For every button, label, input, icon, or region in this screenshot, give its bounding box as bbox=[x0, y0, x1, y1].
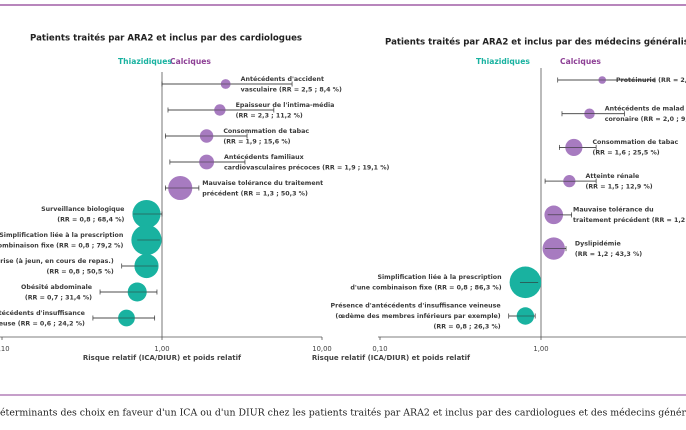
point-label: Simplification liée à la prescription bbox=[0, 231, 123, 239]
point-label: (RR = 1,9 ; 15,6 %) bbox=[223, 138, 290, 145]
point-label: (RR = 1,6 ; 25,5 %) bbox=[592, 150, 659, 157]
point-label: (œdème des membres inférieurs par exempl… bbox=[335, 312, 500, 320]
point-label: (RR = 0,7 ; 31,4 %) bbox=[25, 294, 92, 301]
point-label: Epaisseur de l'intima-média bbox=[236, 101, 335, 109]
point-label: d'antécédents d'insuffisance bbox=[0, 309, 85, 317]
point-label: d'une combinaison fixe (RR = 0,8 ; 79,2 … bbox=[0, 242, 123, 249]
point-label: Consommation de tabac bbox=[223, 128, 309, 135]
point-label: Mauvaise tolérance du bbox=[573, 206, 654, 214]
x-tick-label: 0,10 bbox=[372, 345, 387, 353]
point-label: vasculaire (RR = 2,5 ; 8,4 %) bbox=[241, 86, 342, 93]
point-label: Protéinurie (RR = 2,4 bbox=[616, 76, 686, 84]
point-label: veineuse (RR = 0,6 ; 24,2 %) bbox=[0, 320, 85, 327]
legend-header: Calciques bbox=[560, 57, 601, 66]
point-label: coronaire (RR = 2,0 ; 9,6 bbox=[605, 116, 686, 123]
x-tick-label: 1,00 bbox=[154, 345, 169, 353]
point-label: Dyslipidémie bbox=[575, 239, 621, 247]
point-label: s de prise (à jeun, en cours de repas.) bbox=[0, 257, 114, 265]
point-label: Antécédents familiaux bbox=[224, 153, 304, 161]
legend-header: Thiazidiques bbox=[118, 57, 172, 66]
point-label: (RR = 0,8 ; 68,4 %) bbox=[57, 216, 124, 223]
point-label: (RR = 1,5 ; 12,9 %) bbox=[585, 183, 652, 190]
x-tick-label: 1,00 bbox=[533, 345, 548, 353]
chart-title: Patients traités par ARA2 et inclus par … bbox=[385, 37, 686, 48]
point-label: Présence d'antécédents d'insuffisance ve… bbox=[331, 302, 501, 310]
point-label: Atteinte rénale bbox=[585, 172, 639, 180]
chart-title: Patients traités par ARA2 et inclus par … bbox=[30, 33, 302, 44]
point-label: (RR = 0,8 ; 50,5 %) bbox=[46, 268, 113, 275]
x-tick-label: 10,00 bbox=[312, 345, 331, 353]
legend-header: Thiazidiques bbox=[476, 57, 530, 66]
x-axis-label: Risque relatif (ICA/DIUR) et poids relat… bbox=[83, 354, 242, 362]
point-label: (RR = 1,2 ; 43,3 %) bbox=[575, 251, 642, 258]
point-label: d'une combinaison fixe (RR = 0,8 ; 86,3 … bbox=[350, 285, 501, 292]
point-label: Obésité abdominale bbox=[21, 283, 92, 291]
legend-header: Calciques bbox=[170, 57, 211, 66]
point-label: Antécédents de malad bbox=[605, 104, 685, 112]
point-label: cardiovasculaires précoces (RR = 1,9 ; 1… bbox=[224, 163, 389, 171]
caption: éterminants des choix en faveur d'un ICA… bbox=[0, 408, 686, 419]
point-label: (RR = 2,3 ; 11,2 %) bbox=[236, 112, 303, 119]
point-label: Antécédents d'accident bbox=[241, 75, 324, 83]
point-label: Surveillance biologique bbox=[41, 206, 124, 213]
point-label: Mauvaise tolérance du traitement bbox=[202, 179, 323, 187]
point-label: précédent (RR = 1,3 ; 50,3 %) bbox=[202, 189, 308, 197]
point-label: Consommation de tabac bbox=[592, 139, 678, 146]
point-label: Simplification liée à la prescription bbox=[377, 273, 501, 281]
x-axis-label: Risque relatif (ICA/DIUR) et poids relat… bbox=[312, 354, 471, 362]
point-label: traitement précédent (RR = 1,2 ; 3 bbox=[573, 216, 686, 224]
x-tick-label: 0,10 bbox=[0, 345, 10, 353]
point-label: (RR = 0,8 ; 26,3 %) bbox=[433, 324, 500, 331]
